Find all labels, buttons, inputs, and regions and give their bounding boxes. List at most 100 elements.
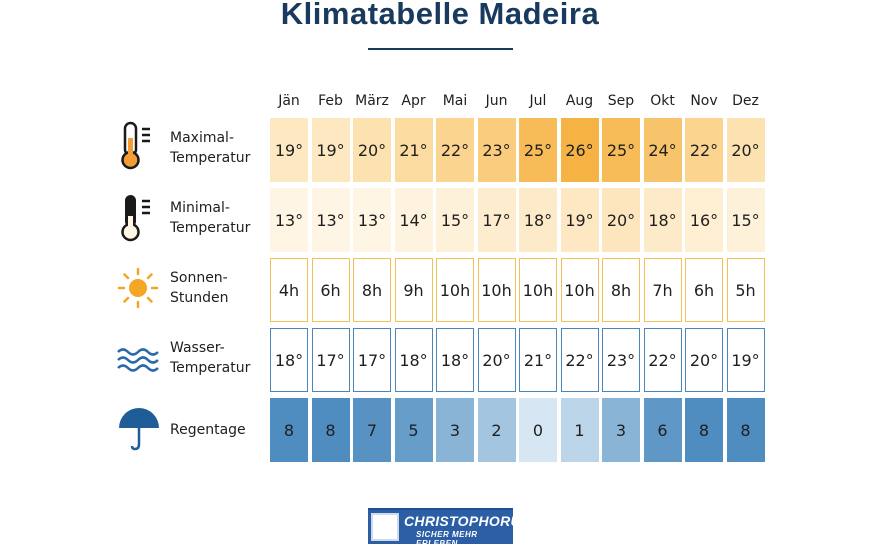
cell-rain: 5: [394, 398, 433, 462]
cell-value: 19°: [274, 140, 304, 160]
cell-value: 7: [366, 420, 378, 440]
cell-value: 3: [449, 420, 461, 440]
cell-min: 18°: [643, 188, 682, 252]
cell-sun: 8h: [353, 258, 391, 322]
cell-value: 21°: [399, 140, 428, 160]
cell-value: 19°: [565, 210, 594, 230]
cell-max: 23°: [477, 118, 516, 182]
cell-value: 8: [325, 420, 336, 440]
cell-value: 9h: [403, 280, 424, 300]
cell-value: 14°: [399, 210, 428, 230]
cell-min: 14°: [394, 188, 433, 252]
cell-sun: 8h: [602, 258, 640, 322]
cell-min: 18°: [519, 188, 557, 252]
brand-logo: CHRISTOPHORUS SICHER MEHR ERLEBEN: [368, 508, 530, 548]
cell-value: 17°: [482, 210, 511, 230]
cell-max: 24°: [643, 118, 682, 182]
cell-value: 13°: [316, 210, 345, 230]
cell-value: 13°: [357, 210, 387, 230]
cell-sun: 6h: [685, 258, 723, 322]
cell-value: 20°: [482, 350, 511, 370]
month-header: Jul: [529, 93, 547, 109]
cell-value: 10h: [522, 280, 554, 300]
cell-water: 20°: [477, 328, 516, 392]
cell-value: 6h: [693, 280, 715, 300]
row-label-line: Maximal-: [170, 130, 234, 146]
cell-value: 20°: [731, 140, 760, 160]
cell-max: 22°: [685, 118, 723, 182]
row-label-line: Sonnen-: [170, 270, 228, 286]
cell-rain: 6: [643, 398, 682, 462]
cell-value: 19°: [731, 350, 760, 370]
cell-value: 18°: [440, 350, 470, 370]
cell-sun: 10h: [519, 258, 557, 322]
month-header: Sep: [607, 93, 635, 109]
row-label-line: Temperatur: [170, 150, 251, 166]
cell-rain: 1: [560, 398, 599, 462]
row-label-line: Wasser-: [170, 340, 225, 356]
cell-value: 20°: [689, 350, 719, 370]
cell-rain: 2: [477, 398, 516, 462]
cell-water: 18°: [394, 328, 433, 392]
cell-max: 25°: [602, 118, 640, 182]
month-header: Dez: [732, 93, 759, 109]
cell-min: 20°: [602, 188, 640, 252]
cell-min: 13°: [353, 188, 391, 252]
cell-max: 22°: [436, 118, 474, 182]
cell-sun: 9h: [394, 258, 433, 322]
cell-value: 18°: [648, 210, 677, 230]
cell-water: 19°: [726, 328, 765, 392]
cell-rain: 8: [270, 398, 308, 462]
cell-value: 18°: [399, 350, 428, 370]
cell-value: 6h: [320, 280, 341, 300]
cell-value: 8: [698, 420, 710, 440]
row-label-min: Minimal- Temperatur: [170, 198, 270, 238]
title-underline: [368, 48, 513, 50]
cell-value: 5: [408, 420, 419, 440]
cell-max: 19°: [270, 118, 308, 182]
cell-rain: 3: [602, 398, 640, 462]
cell-sun: 10h: [436, 258, 474, 322]
cell-sun: 10h: [560, 258, 599, 322]
row-label-line: Temperatur: [170, 360, 251, 376]
cell-max: 21°: [394, 118, 433, 182]
cell-value: 22°: [440, 140, 470, 160]
cell-sun: 6h: [311, 258, 350, 322]
cell-value: 10h: [481, 280, 512, 300]
cell-water: 22°: [643, 328, 682, 392]
month-header: Jun: [485, 93, 508, 109]
cell-max: 20°: [726, 118, 765, 182]
cell-value: 16°: [689, 210, 719, 230]
cell-min: 17°: [477, 188, 516, 252]
cell-sun: 5h: [726, 258, 765, 322]
month-header: Jän: [278, 93, 300, 109]
cell-water: 23°: [602, 328, 640, 392]
cell-value: 22°: [689, 140, 719, 160]
cell-value: 1: [574, 420, 585, 440]
month-header: März: [355, 93, 389, 109]
cell-min: 13°: [270, 188, 308, 252]
cell-value: 10h: [439, 280, 471, 300]
logo-wordmark: CHRISTOPHORUS: [404, 513, 531, 529]
cell-water: 18°: [270, 328, 308, 392]
cell-rain: 3: [436, 398, 474, 462]
month-header: Apr: [401, 93, 426, 109]
row-label-line: Minimal-: [170, 200, 230, 216]
cell-value: 23°: [482, 140, 511, 160]
row-label-line: Regentage: [170, 422, 246, 438]
cell-min: 15°: [436, 188, 474, 252]
cell-value: 25°: [606, 140, 636, 160]
row-label-line: Temperatur: [170, 220, 251, 236]
row-label-sun: Sonnen- Stunden: [170, 268, 270, 308]
cell-min: 15°: [726, 188, 765, 252]
cell-value: 21°: [523, 350, 553, 370]
cell-min: 16°: [685, 188, 723, 252]
month-header: Mai: [442, 93, 468, 109]
umbrella-icon: [119, 408, 159, 451]
waves-icon: [117, 348, 159, 372]
month-header: Okt: [650, 93, 675, 109]
thermometer-hot-icon: [121, 121, 150, 170]
cell-value: 8: [740, 420, 751, 440]
cell-max: 25°: [519, 118, 557, 182]
cell-max: 19°: [311, 118, 350, 182]
